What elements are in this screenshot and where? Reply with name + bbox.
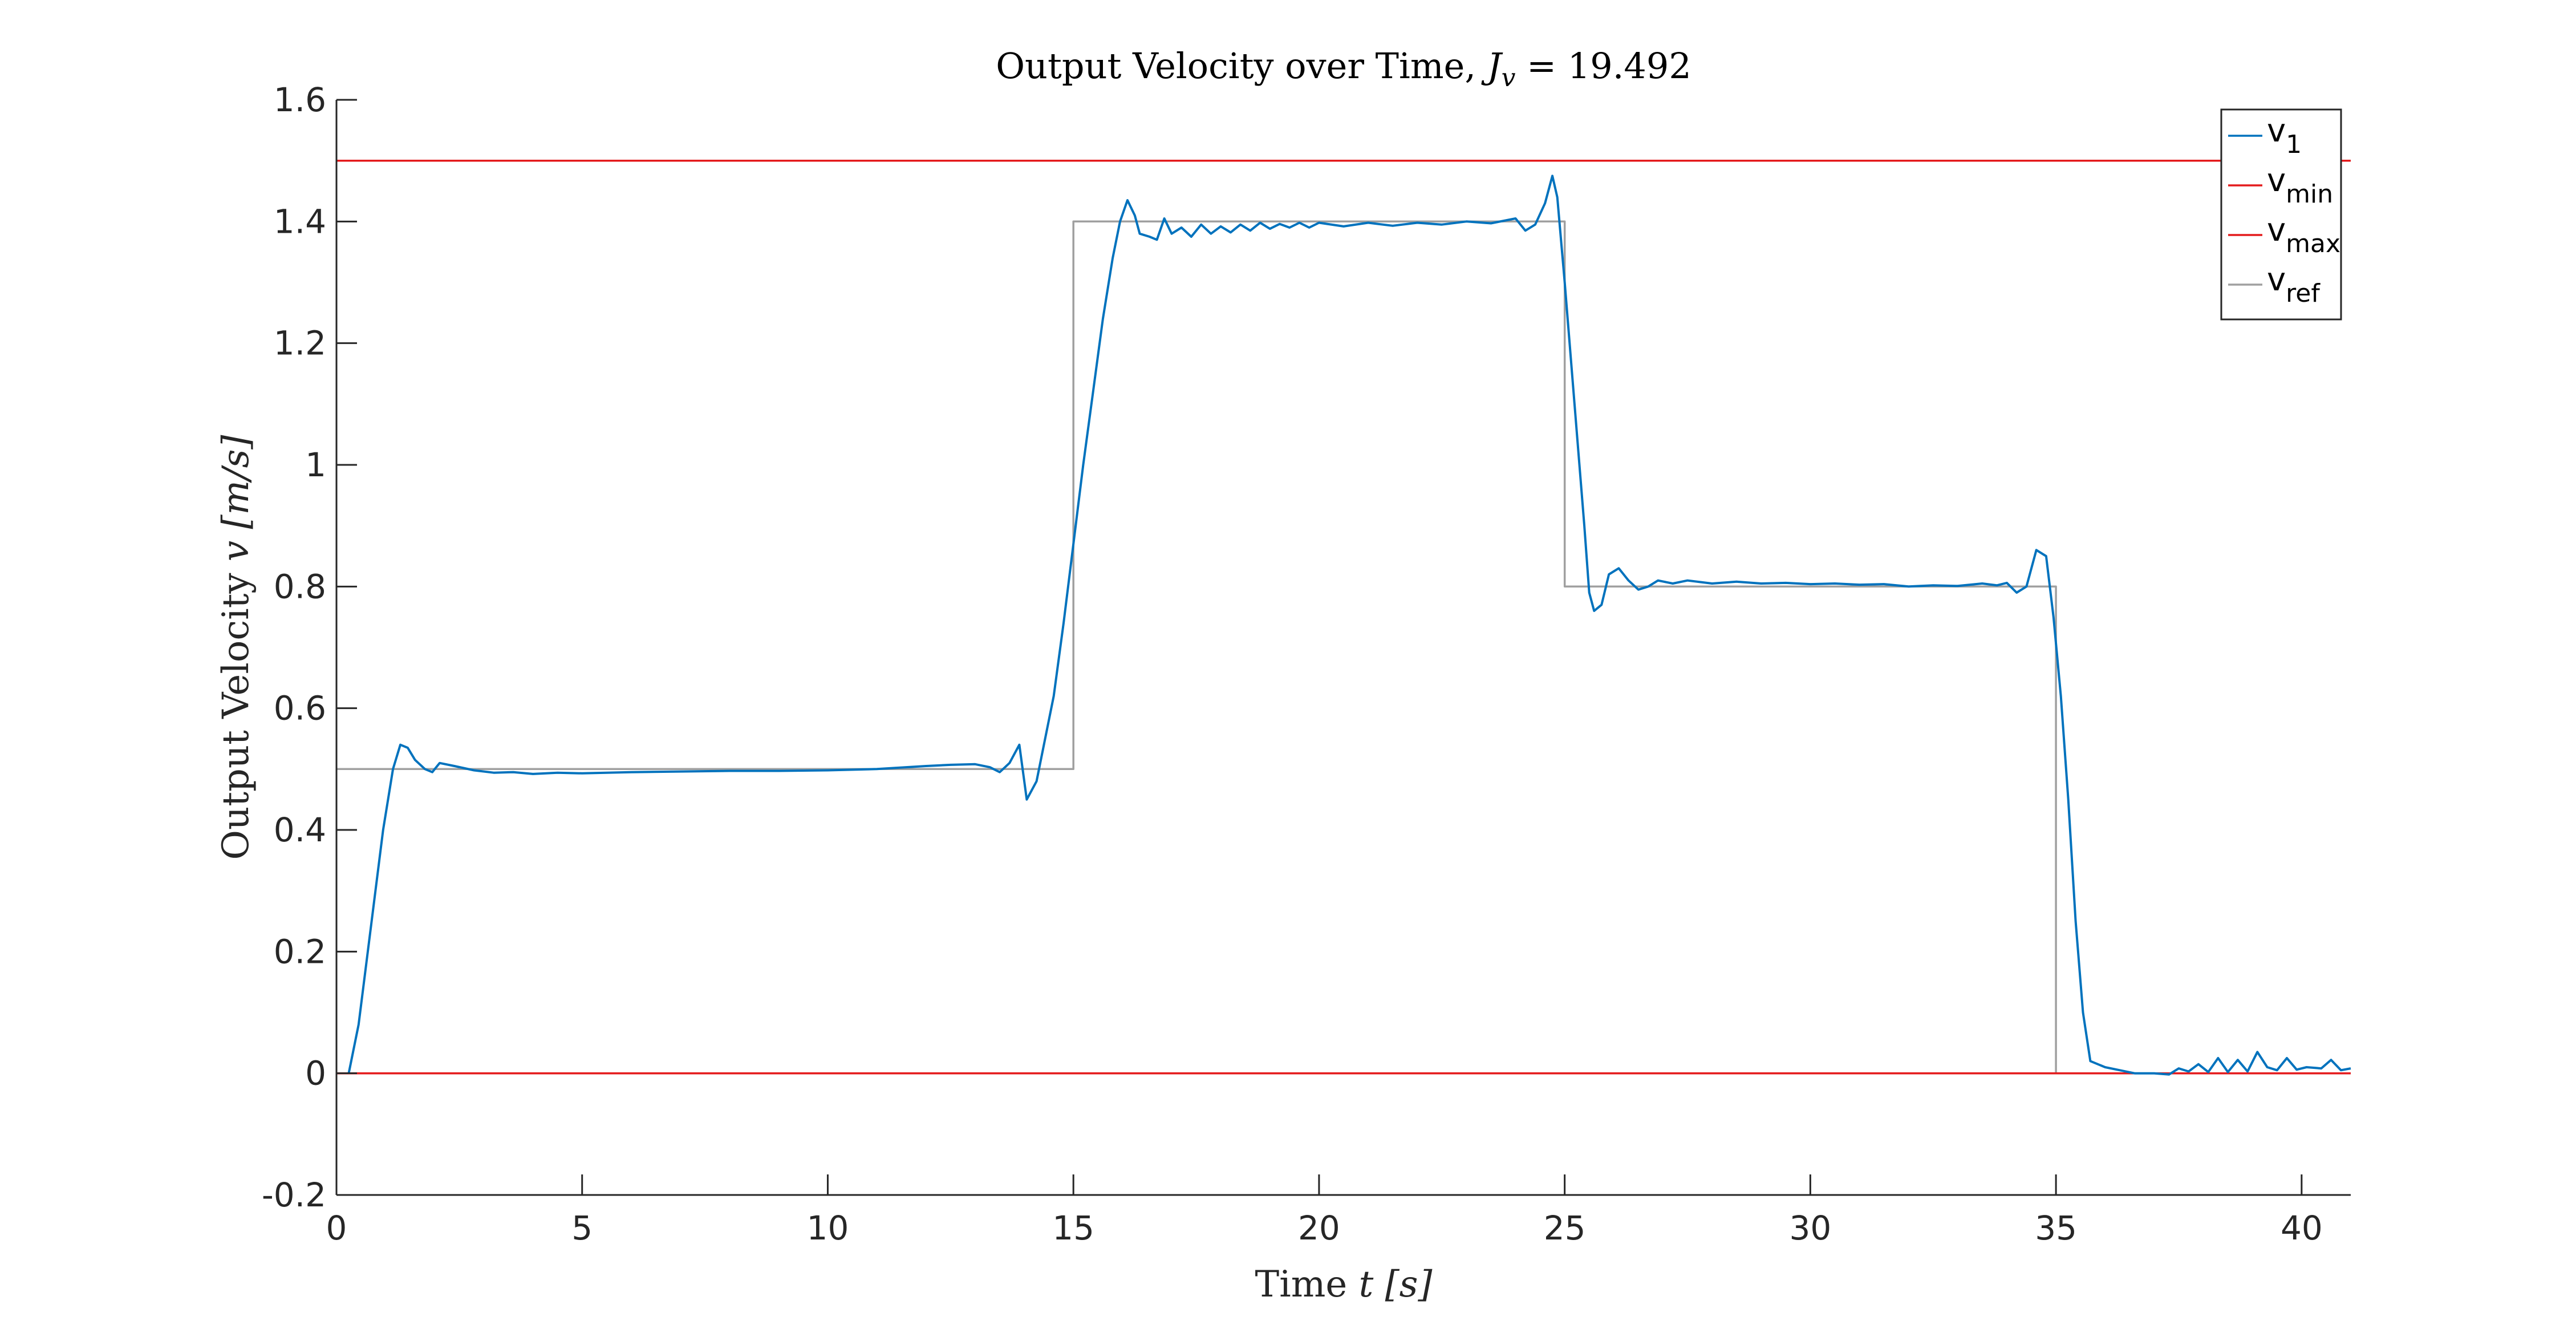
- y-tick-label: 1: [305, 445, 326, 484]
- x-axis-label-space: [1373, 1263, 1385, 1306]
- x-axis-label-var: t: [1359, 1263, 1374, 1306]
- legend-label-subscript: ref: [2286, 279, 2321, 308]
- x-tick-label: 0: [326, 1209, 347, 1247]
- x-tick-label: 20: [1298, 1209, 1340, 1247]
- legend-label-subscript: 1: [2286, 130, 2302, 159]
- x-tick-label: 30: [1789, 1209, 1831, 1247]
- chart-title: Output Velocity over Time, Jv = 19.492: [996, 45, 1691, 92]
- x-tick-label: 25: [1544, 1209, 1586, 1247]
- legend-label-v-min: vmin: [2267, 162, 2333, 209]
- legend-label-v-max: vmax: [2267, 212, 2340, 258]
- y-axis-label-space: [215, 529, 257, 541]
- title-subscript: v: [1502, 63, 1516, 92]
- y-tick-label: 1.2: [274, 324, 326, 363]
- legend-label-v-ref: vref: [2267, 261, 2321, 308]
- x-tick-label: 35: [2035, 1209, 2077, 1247]
- legend-label-subscript: min: [2286, 180, 2333, 209]
- legend-label-main: v: [2267, 112, 2286, 149]
- axes-layer: 0 5 10 15 20 25 30 35 40-0.200.20.40.60.811.21.4…: [262, 80, 2351, 1247]
- y-tick-label: 0.2: [274, 932, 326, 971]
- y-tick-label: 0.8: [274, 567, 326, 606]
- legend-label-main: v: [2267, 212, 2286, 249]
- series-line-v-1: [347, 175, 2351, 1076]
- x-tick-label: 40: [2281, 1209, 2323, 1247]
- x-axis-label-unit: [s]: [1385, 1263, 1433, 1306]
- plot-area: [336, 100, 2351, 1195]
- y-axis-label: Output Velocity v [m/s]: [215, 435, 257, 860]
- x-axis-label-prefix: Time: [1255, 1263, 1359, 1306]
- series-layer: [336, 159, 2351, 1076]
- x-tick-label: 5: [571, 1209, 593, 1247]
- y-tick-label: 0.4: [274, 811, 326, 849]
- title-suffix: = 19.492: [1515, 45, 1691, 87]
- series-line-v-ref: [336, 220, 2351, 1075]
- x-tick-label: 10: [807, 1209, 849, 1247]
- legend-label-main: v: [2267, 162, 2286, 199]
- y-tick-label: 0.6: [274, 689, 326, 728]
- y-tick-label: 0: [305, 1054, 326, 1093]
- y-tick-label: 1.4: [274, 202, 326, 241]
- legend-label-main: v: [2267, 261, 2286, 298]
- x-axis-label: Time t [s]: [1255, 1263, 1433, 1306]
- x-tick-label: 15: [1052, 1209, 1094, 1247]
- legend-label-v-1: v1: [2267, 112, 2302, 159]
- legend-label-subscript: max: [2286, 229, 2340, 258]
- y-tick-label: -0.2: [262, 1176, 326, 1214]
- y-tick-label: 1.6: [274, 80, 326, 119]
- y-axis-label-var: v: [215, 541, 257, 561]
- title-prefix: Output Velocity over Time,: [996, 45, 1487, 87]
- y-axis-label-prefix: Output Velocity: [215, 561, 257, 860]
- y-axis-label-unit: [m/s]: [215, 435, 257, 529]
